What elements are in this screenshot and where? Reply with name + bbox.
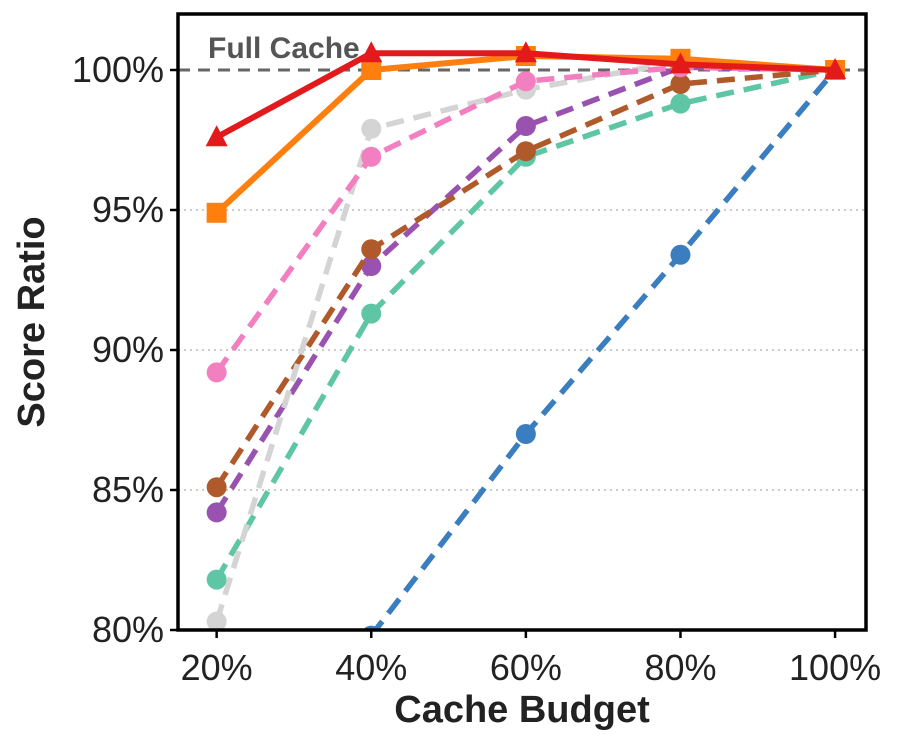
series-orange-point <box>361 60 382 80</box>
y-tick-label: 95% <box>92 189 164 230</box>
series-red-point <box>514 41 537 63</box>
series-pink-point <box>361 146 382 167</box>
y-axis-ticks: 80% 85% 90% 95% 100% <box>72 49 178 650</box>
series-orange-point <box>206 202 227 223</box>
x-tick-label: 40% <box>335 647 407 688</box>
series-purple-point <box>206 502 227 523</box>
series-gray-point <box>206 611 227 630</box>
series-purple-point <box>361 256 382 276</box>
series-brown-point <box>670 74 691 94</box>
series-teal <box>206 60 846 590</box>
series-pink-point <box>206 362 227 383</box>
series-gray <box>206 51 846 630</box>
series-gray-point <box>361 118 382 139</box>
x-tick-label: 100% <box>789 647 881 688</box>
series-pink-point <box>515 71 536 92</box>
series-brown-point <box>361 239 382 260</box>
series-red-point <box>824 58 847 79</box>
y-axis-title: Score Ratio <box>11 216 53 427</box>
series-red-point <box>360 41 383 63</box>
series-brown-line <box>214 67 836 489</box>
series-blue <box>362 60 846 630</box>
series-purple <box>206 57 846 523</box>
series-red-point <box>205 125 228 147</box>
full-cache-label: Full Cache <box>208 32 360 65</box>
y-tick-label: 100% <box>72 49 164 90</box>
y-tick-label: 85% <box>92 469 164 510</box>
series-brown-point <box>206 477 227 498</box>
series-teal-point <box>670 93 691 114</box>
plot-frame <box>176 12 868 632</box>
reference-line-group: Full Cache <box>178 32 866 72</box>
series-blue-point <box>515 424 536 444</box>
series-red <box>205 41 847 147</box>
series-brown-point <box>515 141 536 162</box>
x-axis-ticks: 20% 40% 60% 80% 100% <box>181 630 881 688</box>
series-purple-point <box>515 116 536 136</box>
series-pink <box>206 57 846 383</box>
x-tick-label: 80% <box>644 647 716 688</box>
y-tick-label: 80% <box>92 609 164 650</box>
grid-lines <box>178 209 866 491</box>
series-teal-point <box>206 569 227 590</box>
y-tick-label: 90% <box>92 329 164 370</box>
series-group <box>205 41 847 630</box>
series-blue-line <box>372 68 838 630</box>
x-tick-label: 60% <box>490 647 562 688</box>
x-tick-label: 20% <box>181 647 253 688</box>
series-teal-line <box>214 67 836 581</box>
x-axis-title: Cache Budget <box>394 689 650 731</box>
series-blue-point <box>670 244 691 265</box>
series-teal-point <box>361 303 382 324</box>
series-red-point <box>669 52 692 74</box>
